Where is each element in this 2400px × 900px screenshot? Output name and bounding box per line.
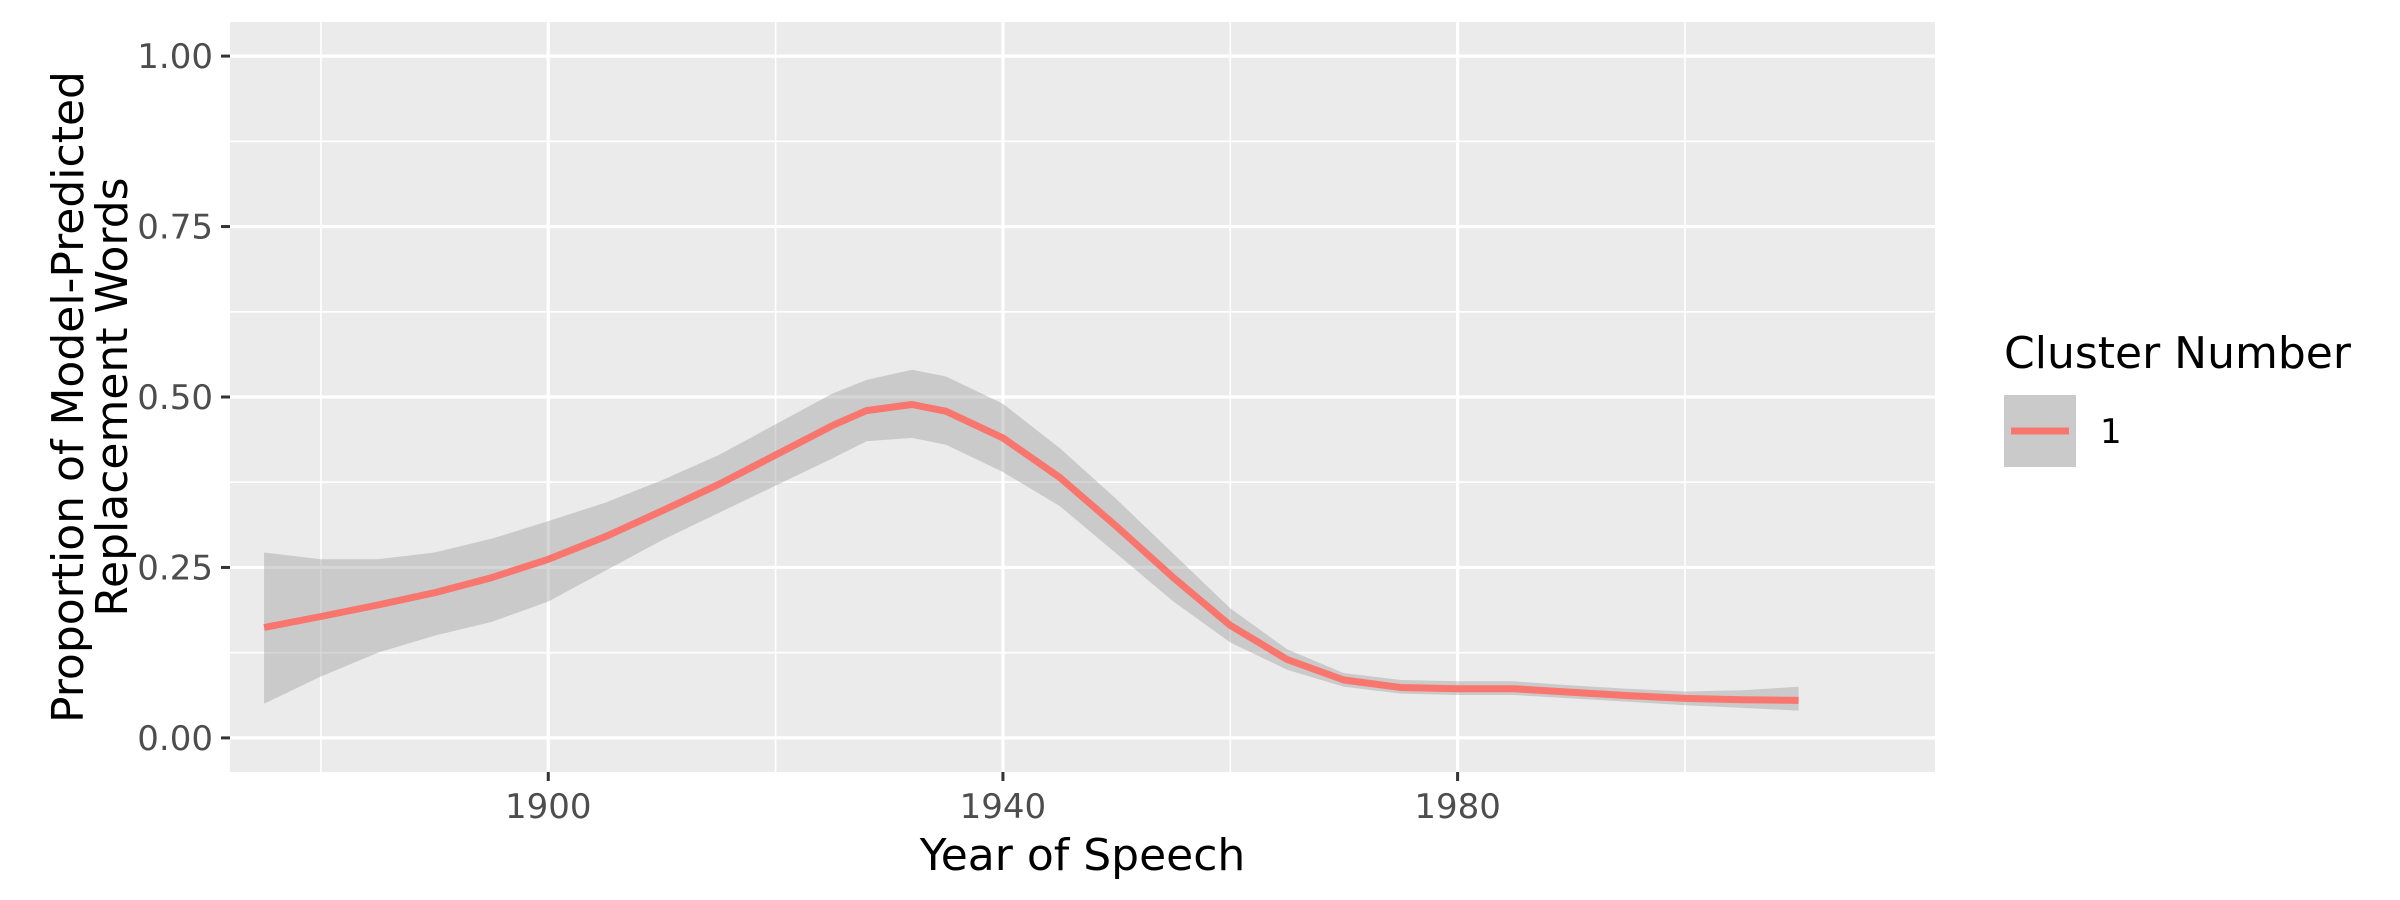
confidence-bands — [264, 369, 1799, 711]
y-axis-title: Proportion of Model-PredictedReplacement… — [43, 71, 138, 723]
grid-lines — [230, 22, 1935, 772]
legend-entry-label: 1 — [2100, 412, 2122, 452]
legend: Cluster Number 1 — [2004, 328, 2352, 467]
series-line-1 — [263, 401, 1799, 704]
series-lines — [263, 401, 1799, 704]
x-tick-label: 1980 — [1414, 787, 1501, 827]
legend-title: Cluster Number — [2004, 328, 2352, 379]
y-tick-label: 0.75 — [137, 208, 213, 248]
y-tick-label: 0.00 — [137, 719, 213, 759]
axes: 0.00 0.25 0.50 0.75 1.00 1900 1940 1980 — [137, 37, 1501, 827]
y-tick-label: 1.00 — [137, 37, 213, 77]
x-axis-title: Year of Speech — [919, 830, 1246, 881]
confidence-band-series-1 — [264, 369, 1799, 711]
x-tick-label: 1940 — [960, 787, 1047, 827]
x-tick-label: 1900 — [505, 787, 592, 827]
y-tick-label: 0.50 — [137, 378, 213, 418]
y-axis-title-line: Proportion of Model-Predicted — [43, 71, 94, 723]
y-tick-label: 0.25 — [137, 548, 213, 588]
y-axis-title-line: Replacement Words — [87, 177, 138, 616]
